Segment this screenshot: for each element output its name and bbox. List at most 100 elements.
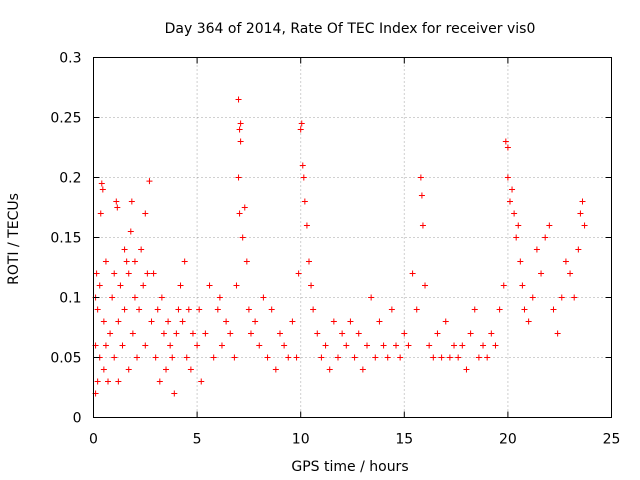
data-point — [413, 306, 420, 313]
data-point — [463, 366, 470, 373]
data-point — [393, 342, 400, 349]
data-point — [107, 330, 114, 337]
data-point — [123, 258, 130, 265]
data-point — [202, 330, 209, 337]
data-point — [218, 342, 225, 349]
data-point — [295, 270, 302, 277]
data-point — [301, 198, 308, 205]
data-point — [442, 318, 449, 325]
data-point — [171, 390, 178, 397]
data-point — [289, 318, 296, 325]
data-point — [111, 354, 118, 361]
data-point — [115, 318, 122, 325]
data-point — [115, 378, 122, 385]
data-point — [419, 222, 426, 229]
data-point — [546, 222, 553, 229]
data-point — [100, 366, 107, 373]
data-point — [158, 294, 165, 301]
data-point — [459, 342, 466, 349]
data-point — [314, 330, 321, 337]
data-point — [114, 204, 121, 211]
data-point — [285, 354, 292, 361]
data-point — [509, 186, 516, 193]
data-point — [303, 222, 310, 229]
data-point — [318, 354, 325, 361]
data-point — [105, 378, 112, 385]
data-point — [98, 180, 105, 187]
data-point — [488, 330, 495, 337]
y-tick-label: 0.3 — [59, 51, 81, 67]
data-point — [185, 306, 192, 313]
data-point — [179, 318, 186, 325]
data-point — [256, 342, 263, 349]
data-point — [93, 270, 100, 277]
y-tick-label: 0.25 — [50, 111, 81, 127]
data-point — [504, 174, 511, 181]
data-point — [144, 270, 151, 277]
data-point — [198, 378, 205, 385]
data-point — [308, 282, 315, 289]
data-point — [243, 258, 250, 265]
x-tick-label: 15 — [395, 432, 413, 448]
data-point — [305, 258, 312, 265]
data-point — [376, 318, 383, 325]
data-point — [233, 282, 240, 289]
data-point — [173, 330, 180, 337]
data-point — [134, 354, 141, 361]
x-tick-labels: 0 5 10 15 20 25 — [89, 432, 620, 448]
data-point — [111, 270, 118, 277]
data-point — [299, 162, 306, 169]
data-point — [96, 282, 103, 289]
y-axis-label: ROTI / TECUs — [6, 193, 22, 285]
data-point — [117, 282, 124, 289]
data-point — [500, 282, 507, 289]
data-point — [401, 330, 408, 337]
data-point — [513, 234, 520, 241]
data-point — [131, 294, 138, 301]
data-point — [252, 318, 259, 325]
x-tick-label: 25 — [603, 432, 621, 448]
data-point — [177, 282, 184, 289]
data-point — [502, 138, 509, 145]
data-point — [492, 342, 499, 349]
data-point — [409, 270, 416, 277]
data-point — [504, 144, 511, 151]
data-point — [121, 306, 128, 313]
data-point — [434, 330, 441, 337]
data-point — [446, 354, 453, 361]
data-point — [380, 342, 387, 349]
x-tick-label: 20 — [499, 432, 517, 448]
data-point — [467, 330, 474, 337]
x-tick-label: 0 — [89, 432, 98, 448]
data-point — [571, 294, 578, 301]
data-point — [418, 192, 425, 199]
y-tick-label: 0.2 — [59, 171, 81, 187]
data-point — [119, 342, 126, 349]
data-point — [163, 366, 170, 373]
data-point — [99, 186, 106, 193]
data-point — [519, 282, 526, 289]
data-point — [142, 342, 149, 349]
data-point — [359, 366, 366, 373]
data-points — [92, 96, 588, 397]
data-point — [268, 306, 275, 313]
data-point — [109, 294, 116, 301]
data-point — [554, 330, 561, 337]
data-point — [506, 198, 513, 205]
data-point — [189, 330, 196, 337]
data-point — [245, 306, 252, 313]
data-point — [451, 342, 458, 349]
data-point — [558, 294, 565, 301]
data-point — [368, 294, 375, 301]
data-point — [94, 306, 101, 313]
data-point — [515, 222, 522, 229]
data-point — [175, 306, 182, 313]
y-tick-label: 0.1 — [59, 291, 81, 307]
data-point — [223, 318, 230, 325]
data-point — [300, 174, 307, 181]
data-point — [148, 318, 155, 325]
data-point — [235, 96, 242, 103]
data-point — [533, 246, 540, 253]
data-point — [237, 120, 244, 127]
